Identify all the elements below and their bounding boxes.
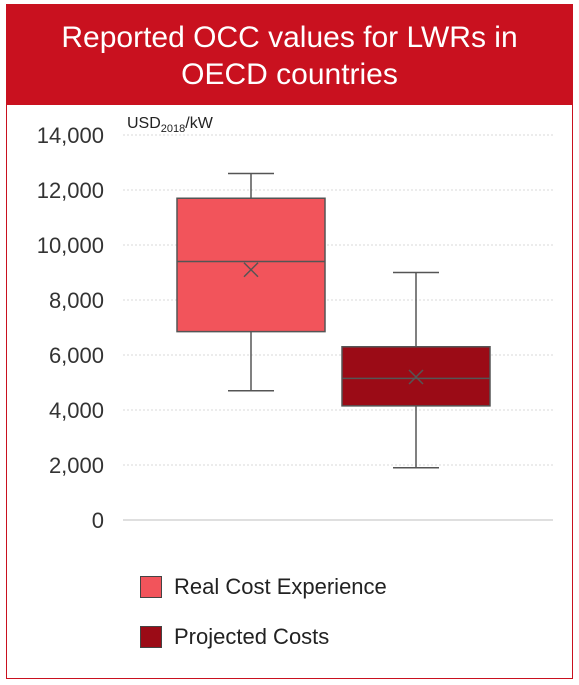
legend: Real Cost Experience Projected Costs (140, 562, 387, 662)
legend-swatch-projected (140, 626, 162, 648)
box-plot-chart: 02,0004,0006,0008,00010,00012,00014,000 … (37, 115, 553, 533)
y-tick-label: 8,000 (49, 288, 104, 313)
y-tick-label: 10,000 (37, 233, 104, 258)
box-group-real (176, 172, 326, 392)
y-tick-label: 12,000 (37, 178, 104, 203)
y-tick-label: 6,000 (49, 343, 104, 368)
mean-marker-b (408, 369, 424, 385)
y-axis-unit-label: USD2018/kW (127, 115, 214, 135)
legend-item-real: Real Cost Experience (140, 562, 387, 612)
iqr-box (176, 197, 326, 333)
legend-swatch-real (140, 576, 162, 598)
y-tick-label: 0 (92, 508, 104, 533)
boxes (176, 172, 491, 469)
legend-item-projected: Projected Costs (140, 612, 387, 662)
chart-card: Reported OCC values for LWRs in OECD cou… (6, 4, 573, 679)
y-tick-label: 4,000 (49, 398, 104, 423)
y-axis-unit-subscript: 2018 (161, 123, 185, 135)
chart-header: Reported OCC values for LWRs in OECD cou… (7, 5, 572, 105)
title-line-2: OECD countries (181, 58, 398, 91)
y-tick-label: 2,000 (49, 453, 104, 478)
grid-lines (123, 134, 553, 521)
mean-marker-b (243, 262, 259, 278)
legend-label-real: Real Cost Experience (174, 574, 387, 599)
y-tick-label: 14,000 (37, 123, 104, 148)
box-group-projected (341, 271, 491, 469)
legend-label-projected: Projected Costs (174, 624, 330, 649)
y-axis-unit-prefix: USD (127, 115, 161, 132)
y-axis-unit-suffix: /kW (185, 115, 213, 132)
y-axis-ticks: 0 2,000 4,000 6,000 8,000 10,000 12,000 14,000 (37, 123, 104, 533)
title-line-1: Reported OCC values for LWRs in (61, 21, 518, 54)
